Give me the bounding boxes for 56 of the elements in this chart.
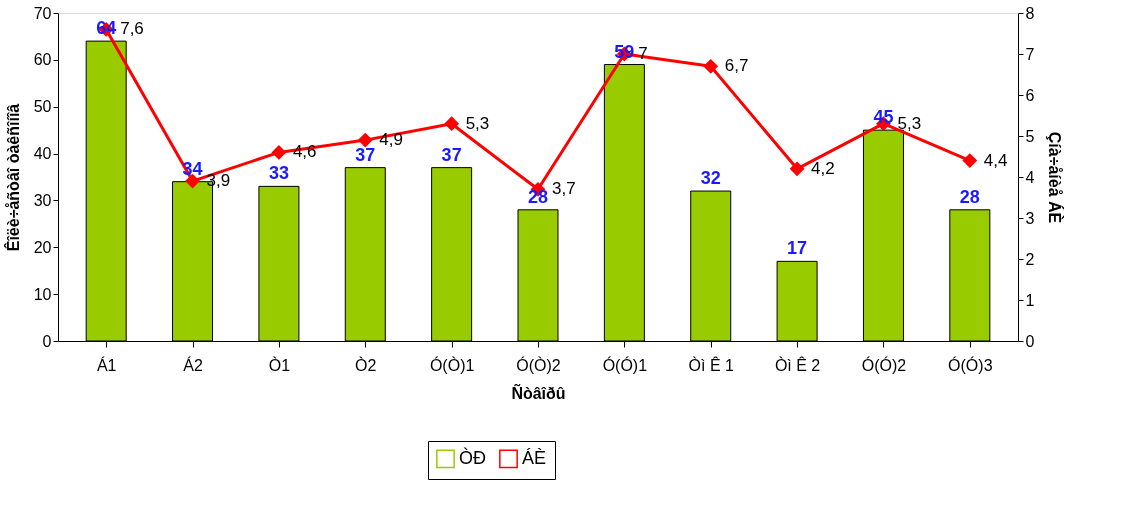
x-tick-label: Òì Ê 2: [774, 355, 821, 374]
y-tick-label: 70: [33, 4, 52, 22]
x-tick-label: Á2: [183, 355, 203, 374]
x-tick-label: Ó(Ó)2: [861, 355, 907, 374]
y2-tick-label: 4: [1025, 168, 1035, 186]
point: [962, 153, 978, 169]
y2-tick-label: 5: [1025, 127, 1035, 145]
point: [357, 132, 373, 148]
y-tick-label: 10: [33, 285, 52, 303]
x-tick-label: Ò2: [355, 355, 377, 374]
data-label: 45: [873, 107, 894, 128]
point: [444, 116, 460, 132]
y-tick-label: 40: [33, 145, 52, 163]
x-tick-label: Ó(Ò)2: [516, 355, 561, 374]
x-tick-label: Ó(Ó)3: [948, 355, 993, 374]
data-label: 6,7: [724, 56, 749, 76]
y2-tick-label: 6: [1025, 86, 1035, 104]
data-label: 5,3: [897, 113, 922, 133]
data-label: 5,3: [465, 113, 490, 133]
y-tick-label: 20: [33, 238, 52, 256]
data-label: 33: [268, 163, 289, 184]
x-tick-label: Òì Ê 1: [688, 355, 734, 374]
y-tick-label: 30: [33, 191, 52, 209]
data-label: 3,9: [206, 171, 231, 191]
y2-axis-title: Çíà÷åíèå ÁÈ: [1046, 131, 1065, 224]
x-tick-label: Ò1: [268, 355, 291, 374]
y2-tick-label: 7: [1025, 45, 1035, 63]
legend-label: ÒÐ: [459, 446, 486, 468]
y2-tick-label: 1: [1025, 291, 1035, 309]
legend-label: ÁÈ: [522, 447, 547, 468]
y2-tick-label: 3: [1025, 209, 1035, 227]
x-tick-label: Ó(Ó)1: [602, 355, 648, 374]
x-axis-title: Ñòâîðû: [511, 382, 566, 402]
y-tick-label: 60: [33, 51, 52, 69]
data-label: 7,6: [120, 19, 144, 39]
data-label: 37: [355, 144, 376, 165]
point: [789, 161, 805, 177]
y2-tick-label: 2: [1025, 250, 1035, 268]
point: [271, 144, 287, 160]
data-label: 3,7: [552, 179, 576, 199]
data-label: 28: [527, 186, 549, 207]
data-label: 28: [959, 186, 980, 207]
y-tick-label: 50: [33, 98, 52, 116]
data-label: 37: [441, 144, 462, 165]
data-label: 4,2: [811, 158, 835, 178]
x-tick-label: Á1: [96, 355, 117, 374]
y-tick-label: 0: [42, 332, 52, 350]
data-label: 4,9: [379, 130, 403, 150]
y2-tick-label: 0: [1025, 332, 1035, 350]
data-label: 4,4: [983, 150, 1008, 170]
x-tick-label: Ó(Ò)1: [429, 355, 475, 374]
point: [703, 58, 719, 74]
y2-tick-label: 8: [1025, 4, 1035, 22]
data-label: 32: [700, 168, 721, 189]
data-label: 17: [787, 238, 808, 259]
y-axis-title: Êîëè÷åñòâî òàêñîíîâ: [3, 103, 22, 252]
